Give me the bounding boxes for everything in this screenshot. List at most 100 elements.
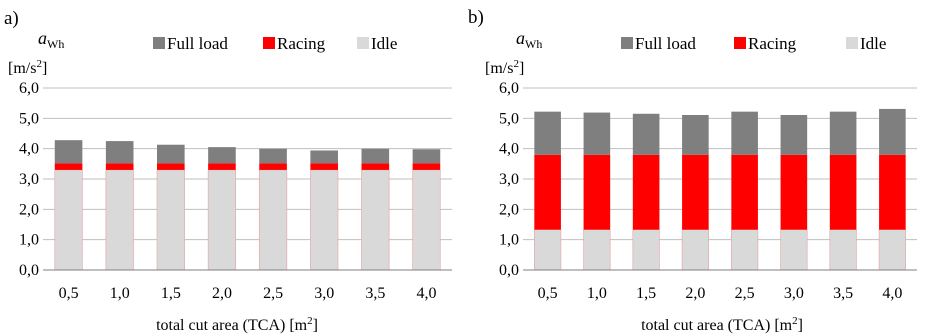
x-tick-label: 3,0 [784,285,804,302]
bar-full-load [208,147,236,164]
bar-idle [731,229,759,271]
bar-idle [412,169,441,271]
legend-swatch-full-load [153,37,165,49]
x-axis-title: total cut area (TCA) [m2] [156,315,318,334]
bar-racing [157,163,185,170]
y-tick-label: 2,0 [19,201,39,218]
y-axis-symbol: aWh [38,28,64,51]
y-tick-label: 3,0 [499,171,519,188]
y-tick-label: 4,0 [499,141,519,158]
bar-idle [105,169,134,271]
bar-idle [310,169,339,271]
y-tick-label: 4,0 [19,141,39,158]
y-tick-label: 2,0 [499,201,519,218]
x-tick-label: 1,0 [587,285,607,302]
bar-full-load [583,112,611,155]
y-axis-unit: [m/s2] [8,58,47,77]
bar-full-load [54,140,83,164]
bar-full-load [731,111,758,155]
x-axis-title: total cut area (TCA) [m2] [641,315,803,334]
x-tick-label: 0,5 [59,285,79,302]
bar-full-load [632,113,660,155]
bar-full-load [259,148,287,164]
bar-racing [105,163,134,170]
legend-swatch-idle [846,37,858,49]
bar-full-load [412,149,441,164]
panel-label: b) [468,7,484,28]
bar-idle [258,169,288,271]
y-axis-symbol: aWh [516,28,542,51]
bar-full-load [105,141,134,164]
x-tick-label: 3,5 [833,285,853,302]
y-tick-label: 0,0 [499,262,519,279]
y-tick-label: 0,0 [19,262,39,279]
bar-racing [361,163,390,170]
x-tick-label: 1,0 [110,285,130,302]
x-tick-label: 4,0 [416,285,436,302]
x-tick-label: 1,5 [636,285,656,302]
bar-idle [681,229,709,271]
bar-racing [879,154,906,230]
bar-racing [829,154,857,230]
legend-label: Full load [167,34,228,53]
y-axis-unit: [m/s2] [485,58,524,77]
bar-racing [534,154,561,230]
legend-label: Idle [371,34,397,53]
x-tick-label: 3,5 [365,285,385,302]
legend-swatch-racing [263,37,275,49]
bar-full-load [879,108,906,155]
legend-label: Full load [635,34,696,53]
bar-racing [310,163,338,170]
legend-label: Racing [748,34,797,53]
x-tick-label: 2,0 [212,285,232,302]
y-tick-label: 1,0 [499,232,519,249]
x-tick-label: 2,5 [263,285,283,302]
bar-full-load [829,111,857,155]
y-tick-label: 6,0 [19,80,39,97]
bar-full-load [157,144,185,164]
bar-racing [731,154,758,230]
panel-label: a) [4,8,19,29]
bar-racing [583,154,611,230]
bar-idle [534,229,562,271]
bar-racing [780,154,808,230]
bar-racing [412,163,441,170]
y-tick-label: 5,0 [19,110,39,127]
bar-idle [54,169,83,271]
bar-racing [208,163,236,170]
bar-idle [829,229,857,271]
x-tick-label: 3,0 [314,285,334,302]
y-tick-label: 5,0 [499,110,519,127]
legend-label: Racing [277,34,326,53]
legend-swatch-racing [734,37,746,49]
bar-idle [780,229,808,271]
bar-idle [632,229,660,271]
chart-b: b) aWh [m/s2] Full load Racing Idle 0,0 1,0 2,0 3… [468,7,917,334]
x-tick-label: 2,0 [685,285,705,302]
y-tick-label: 3,0 [19,171,39,188]
bar-idle [207,169,237,271]
x-tick-label: 2,5 [735,285,755,302]
y-tick-label: 1,0 [19,232,39,249]
x-tick-label: 1,5 [161,285,181,302]
bar-full-load [534,111,561,155]
bar-full-load [361,148,390,164]
bar-full-load [682,114,709,155]
chart-a: a) aWh [m/s2] Full load Racing Idle 0,0 1,0 2,0 3… [4,8,452,334]
x-tick-label: 4,0 [882,285,902,302]
bar-idle [361,169,390,271]
bar-racing [54,163,83,170]
bar-racing [682,154,709,230]
legend-swatch-full-load [621,37,633,49]
legend-label: Idle [860,34,886,53]
y-tick-label: 6,0 [499,80,519,97]
bar-idle [156,169,185,271]
legend-swatch-idle [357,37,369,49]
bar-idle [583,229,611,271]
bar-racing [632,154,660,230]
x-tick-label: 0,5 [538,285,558,302]
bar-idle [878,229,906,271]
bar-full-load [780,114,808,155]
bar-racing [259,163,287,170]
bar-full-load [310,150,338,164]
